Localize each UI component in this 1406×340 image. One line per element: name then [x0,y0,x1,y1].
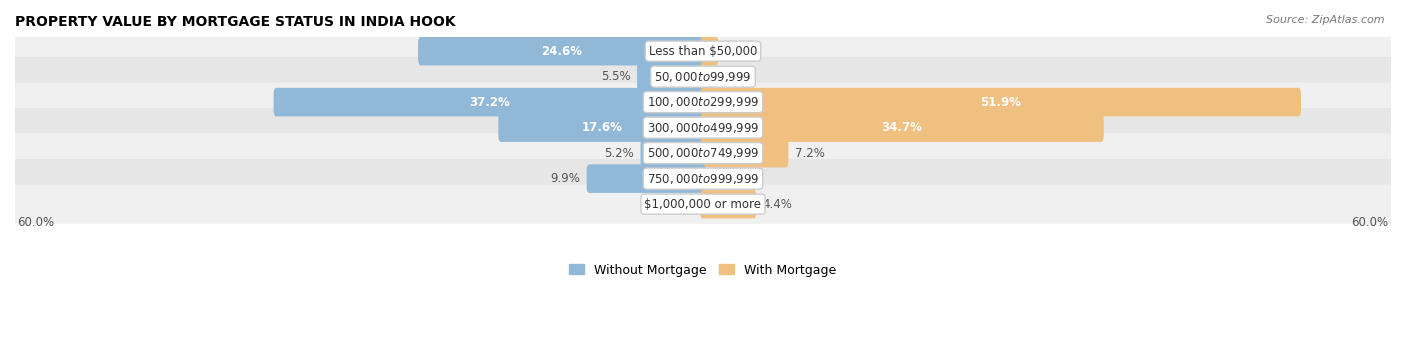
Text: 0.65%: 0.65% [720,70,756,83]
FancyBboxPatch shape [586,164,706,193]
FancyBboxPatch shape [700,88,1301,116]
Text: 7.2%: 7.2% [794,147,824,159]
FancyBboxPatch shape [637,62,706,91]
Text: 5.5%: 5.5% [602,70,631,83]
FancyBboxPatch shape [418,37,706,65]
Text: 1.1%: 1.1% [724,45,755,58]
FancyBboxPatch shape [6,108,1400,147]
FancyBboxPatch shape [274,88,706,116]
Text: 5.2%: 5.2% [605,147,634,159]
Text: 4.4%: 4.4% [762,198,793,210]
Text: $1,000,000 or more: $1,000,000 or more [644,198,762,210]
Text: 51.9%: 51.9% [980,96,1021,109]
Text: 60.0%: 60.0% [1351,216,1389,229]
Text: Source: ZipAtlas.com: Source: ZipAtlas.com [1267,15,1385,25]
Text: 60.0%: 60.0% [17,216,55,229]
FancyBboxPatch shape [6,134,1400,173]
FancyBboxPatch shape [6,185,1400,224]
Text: $100,000 to $299,999: $100,000 to $299,999 [647,95,759,109]
Text: 0.0%: 0.0% [662,198,692,210]
Text: 37.2%: 37.2% [470,96,510,109]
Text: 9.9%: 9.9% [550,172,581,185]
FancyBboxPatch shape [6,159,1400,198]
Text: $500,000 to $749,999: $500,000 to $749,999 [647,146,759,160]
FancyBboxPatch shape [700,113,1104,142]
Text: $750,000 to $999,999: $750,000 to $999,999 [647,172,759,186]
FancyBboxPatch shape [641,139,706,167]
FancyBboxPatch shape [700,190,756,218]
Text: 34.7%: 34.7% [882,121,922,134]
FancyBboxPatch shape [700,37,718,65]
FancyBboxPatch shape [498,113,706,142]
Text: 17.6%: 17.6% [582,121,623,134]
FancyBboxPatch shape [6,83,1400,122]
FancyBboxPatch shape [6,57,1400,96]
Text: Less than $50,000: Less than $50,000 [648,45,758,58]
Legend: Without Mortgage, With Mortgage: Without Mortgage, With Mortgage [564,259,842,282]
FancyBboxPatch shape [6,32,1400,71]
Text: 0.0%: 0.0% [714,172,744,185]
FancyBboxPatch shape [700,139,789,167]
Text: 24.6%: 24.6% [541,45,582,58]
Text: $300,000 to $499,999: $300,000 to $499,999 [647,121,759,135]
Text: $50,000 to $99,999: $50,000 to $99,999 [654,70,752,84]
Text: PROPERTY VALUE BY MORTGAGE STATUS IN INDIA HOOK: PROPERTY VALUE BY MORTGAGE STATUS IN IND… [15,15,456,29]
FancyBboxPatch shape [700,62,713,91]
